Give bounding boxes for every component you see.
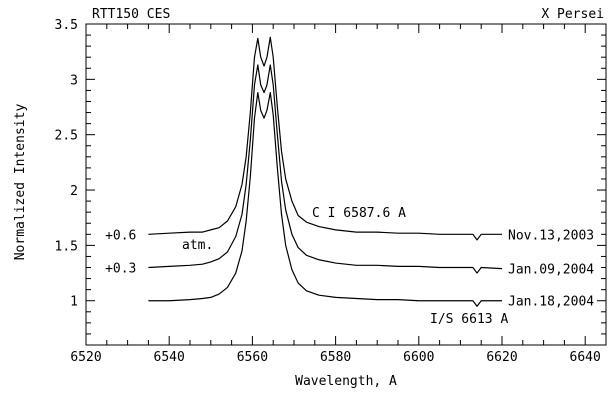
y-axis-label: Normalized Intensity [13,104,28,261]
y-tick-label: 2 [70,184,78,199]
spectrum-series-line [148,64,503,274]
x-tick-label: 6640 [570,350,601,365]
series-layer: Nov.13,2003 +0.6 Jan.09,2004 +0.3 Jan.18,200… [105,36,594,310]
x-tick-label: 6600 [403,350,434,365]
ci-line-annotation: C I 6587.6 A [312,206,406,221]
series-offset-label: +0.3 [105,262,136,277]
x-axis-label: Wavelength, A [295,374,397,389]
plot-frame [85,23,607,346]
y-tick-label: 2.5 [55,129,78,144]
y-tick-label: 1.5 [55,239,78,254]
x-axis-ticks: 6520 6540 6560 6580 6600 6620 6640 [70,24,607,365]
x-tick-label: 6540 [154,350,185,365]
series-date-label: Jan.09,2004 [508,263,594,278]
y-tick-label: 1 [70,295,78,310]
y-tick-label: 3 [70,73,78,88]
x-tick-label: 6520 [70,350,101,365]
is-band-annotation: I/S 6613 A [430,312,508,327]
title-right: X Persei [541,7,604,22]
title-left: RTT150 CES [92,7,170,22]
spectrum-series-line [148,92,502,307]
y-tick-label: 3.5 [55,18,78,33]
series-date-label: Jan.18,2004 [508,295,594,310]
y-axis-ticks: 1 1.5 2 2.5 3 3.5 [55,18,606,346]
x-tick-label: 6580 [320,350,351,365]
series-offset-label: +0.6 [105,228,136,243]
series-date-label: Nov.13,2003 [508,228,594,243]
x-tick-label: 6620 [486,350,517,365]
x-tick-label: 6560 [237,350,268,365]
spectrum-series-line [148,36,502,241]
atm-annotation: atm. [182,238,213,253]
